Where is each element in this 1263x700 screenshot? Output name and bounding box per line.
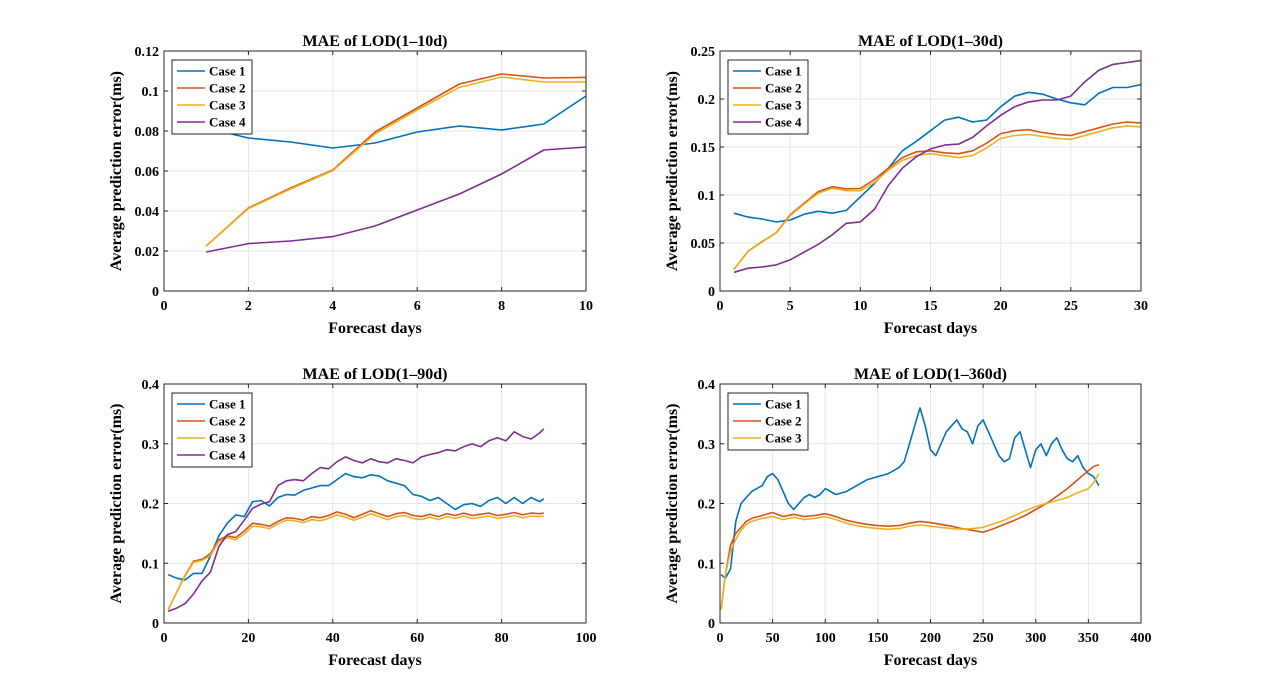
chart-panel-4: 0 50 100 150 200 250 300 350 400 0 0.1 0.2 0.3 0.4 MAE… <box>664 366 1152 669</box>
series-line-case-2 <box>720 463 1100 610</box>
x-tick-label: 0 <box>717 631 724 646</box>
x-axis-label: Forecast days <box>884 652 977 669</box>
chart-title: MAE of LOD(1–10d) <box>303 33 448 50</box>
x-tick-label: 25 <box>1064 299 1078 314</box>
x-tick-label: 80 <box>495 631 509 646</box>
y-tick-label: 0 <box>708 285 715 300</box>
y-tick-label: 0.1 <box>698 189 716 204</box>
y-tick-label: 0.05 <box>691 237 716 252</box>
y-axis-label: Average prediction error(ms) <box>664 404 681 604</box>
legend-entry: Case 2 <box>765 81 801 96</box>
y-tick-label: 0.15 <box>691 141 716 156</box>
x-tick-label: 6 <box>414 299 421 314</box>
chart-panel-2: 0 5 10 15 20 25 30 0 0.05 0.1 0.15 0.2 0.25 MAE of LO… <box>664 33 1148 337</box>
legend-entry: Case 1 <box>765 64 801 79</box>
x-tick-label: 8 <box>498 299 505 314</box>
series-line-case-1 <box>167 472 545 581</box>
legend-entry: Case 3 <box>209 431 246 446</box>
x-tick-label: 150 <box>867 631 888 646</box>
y-tick-label: 0 <box>152 617 159 632</box>
y-tick-label: 0 <box>708 617 715 632</box>
y-tick-label: 0.2 <box>142 498 160 513</box>
x-tick-label: 200 <box>920 631 941 646</box>
legend-entry: Case 4 <box>765 115 802 130</box>
y-tick-label: 0.3 <box>698 438 716 453</box>
x-tick-label: 4 <box>329 299 336 314</box>
y-tick-label: 0.1 <box>142 557 160 572</box>
series-line-case-1 <box>206 95 587 149</box>
x-tick-label: 20 <box>994 299 1008 314</box>
chart-panel-1: 0 2 4 6 8 10 0 0.02 0.04 0.06 0.08 0.1 0.12 MAE of LO… <box>108 33 593 337</box>
legend-entry: Case 1 <box>209 64 245 79</box>
y-tick-label: 0.12 <box>135 45 160 60</box>
y-tick-label: 0.4 <box>698 378 716 393</box>
y-axis-label: Average prediction error(ms) <box>664 71 681 271</box>
x-tick-label: 0 <box>717 299 724 314</box>
x-tick-label: 10 <box>579 299 593 314</box>
x-tick-label: 5 <box>787 299 794 314</box>
chart-panel-3: 0 20 40 60 80 100 0 0.1 0.2 0.3 0.4 MAE of LOD(1–90… <box>108 366 597 669</box>
x-tick-label: 50 <box>766 631 780 646</box>
y-tick-label: 0.1 <box>698 557 716 572</box>
x-tick-label: 60 <box>410 631 424 646</box>
series-line-case-2 <box>205 73 587 247</box>
legend-entry: Case 2 <box>765 414 801 429</box>
x-tick-label: 400 <box>1131 631 1152 646</box>
y-tick-label: 0.04 <box>135 205 160 220</box>
x-tick-label: 15 <box>924 299 938 314</box>
chart-title: MAE of LOD(1–360d) <box>854 366 1007 383</box>
y-axis-label: Average prediction error(ms) <box>108 71 125 271</box>
x-tick-label: 20 <box>241 631 255 646</box>
series-line-case-2 <box>167 509 544 610</box>
series-line-case-3 <box>205 76 586 247</box>
x-axis-label: Forecast days <box>328 652 421 669</box>
legend-entry: Case 4 <box>209 115 246 130</box>
x-tick-label: 300 <box>1025 631 1046 646</box>
y-tick-label: 0.08 <box>135 125 160 140</box>
x-tick-label: 40 <box>326 631 340 646</box>
chart-title: MAE of LOD(1–30d) <box>858 33 1003 50</box>
series-line-case-4 <box>167 428 545 613</box>
y-tick-label: 0.3 <box>142 438 160 453</box>
y-tick-label: 0.2 <box>698 93 716 108</box>
series-line-case-4 <box>206 146 587 253</box>
series-line-case-3 <box>720 473 1100 610</box>
series-line-case-3 <box>167 512 544 610</box>
legend-entry: Case 2 <box>209 414 245 429</box>
x-tick-label: 100 <box>576 631 597 646</box>
series-line-case-3 <box>733 125 1142 270</box>
legend-entry: Case 1 <box>209 397 245 412</box>
x-tick-label: 350 <box>1078 631 1099 646</box>
y-tick-label: 0.1 <box>142 85 160 100</box>
y-axis-label: Average prediction error(ms) <box>108 404 125 604</box>
legend-entry: Case 1 <box>765 397 801 412</box>
y-tick-label: 0 <box>152 285 159 300</box>
x-axis-label: Forecast days <box>884 320 977 337</box>
series-line-case-1 <box>733 83 1142 223</box>
y-tick-label: 0.2 <box>698 498 716 513</box>
x-tick-label: 10 <box>853 299 867 314</box>
x-axis-label: Forecast days <box>328 320 421 337</box>
y-tick-label: 0.4 <box>142 378 160 393</box>
series-line-case-4 <box>733 59 1142 274</box>
legend-entry: Case 3 <box>209 98 246 113</box>
x-tick-label: 30 <box>1134 299 1148 314</box>
x-tick-label: 100 <box>815 631 836 646</box>
legend-entry: Case 3 <box>765 431 802 446</box>
x-tick-label: 0 <box>161 631 168 646</box>
series-line-case-2 <box>733 121 1142 270</box>
y-tick-label: 0.06 <box>135 165 160 180</box>
legend-entry: Case 2 <box>209 81 245 96</box>
x-tick-label: 0 <box>161 299 168 314</box>
y-tick-label: 0.02 <box>135 245 160 260</box>
legend-entry: Case 4 <box>209 448 246 463</box>
series-line-case-1 <box>720 407 1100 580</box>
y-tick-label: 0.25 <box>691 45 716 60</box>
chart-title: MAE of LOD(1–90d) <box>303 366 448 383</box>
legend-entry: Case 3 <box>765 98 802 113</box>
x-tick-label: 2 <box>245 299 252 314</box>
x-tick-label: 250 <box>973 631 994 646</box>
